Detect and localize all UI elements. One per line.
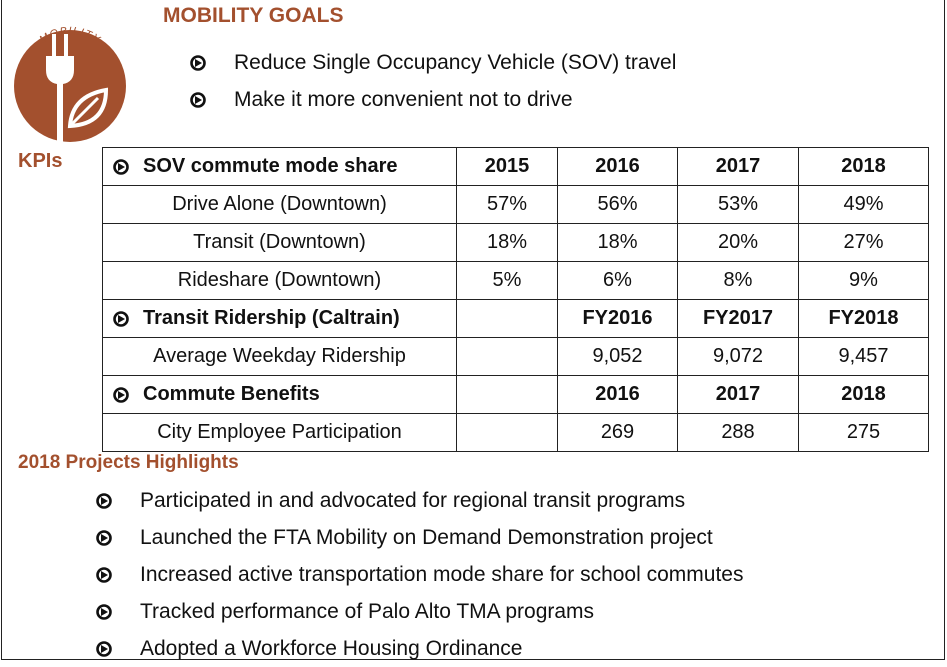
column-header: FY2018 bbox=[798, 299, 929, 338]
cell: 57% bbox=[456, 185, 558, 224]
cell: 53% bbox=[677, 185, 799, 224]
column-header: 2017 bbox=[677, 147, 799, 186]
row-label: Drive Alone (Downtown) bbox=[102, 185, 457, 224]
goals-title: MOBILITY GOALS bbox=[163, 4, 344, 27]
bullet bbox=[190, 54, 206, 71]
bullet bbox=[96, 529, 112, 546]
goals-list: Reduce Single Occupancy Vehicle (SOV) tr… bbox=[190, 44, 676, 118]
list-item: Tracked performance of Palo Alto TMA pro… bbox=[96, 593, 743, 630]
data-row: Drive Alone (Downtown) 57% 56% 53% 49% bbox=[102, 185, 929, 224]
bullet bbox=[96, 492, 112, 509]
item-text: Make it more convenient not to drive bbox=[234, 87, 573, 111]
column-header: 2015 bbox=[456, 147, 558, 186]
column-header: 2018 bbox=[798, 147, 929, 186]
cell: 9,072 bbox=[677, 337, 799, 376]
cell: 9% bbox=[798, 261, 929, 300]
cell: 6% bbox=[557, 261, 678, 300]
bullet bbox=[113, 158, 129, 175]
item-text: Launched the FTA Mobility on Demand Demo… bbox=[140, 525, 713, 549]
section-heading: SOV commute mode share bbox=[102, 147, 457, 186]
bullet bbox=[113, 310, 129, 327]
item-text: Increased active transportation mode sha… bbox=[140, 562, 744, 586]
empty-cell bbox=[456, 337, 558, 376]
column-header: 2016 bbox=[557, 147, 678, 186]
item-text: Adopted a Workforce Housing Ordinance bbox=[140, 636, 523, 660]
header-row: Commute Benefits 2016 2017 2018 bbox=[102, 375, 929, 414]
highlights-title: 2018 Projects Highlights bbox=[18, 452, 239, 473]
section-heading: Transit Ridership (Caltrain) bbox=[102, 299, 457, 338]
row-label: Rideshare (Downtown) bbox=[102, 261, 457, 300]
item-text: Reduce Single Occupancy Vehicle (SOV) tr… bbox=[234, 50, 677, 74]
list-item: Adopted a Workforce Housing Ordinance bbox=[96, 630, 743, 667]
row-label: Average Weekday Ridership bbox=[102, 337, 457, 376]
data-row: City Employee Participation 269 288 275 bbox=[102, 413, 929, 452]
cell: 56% bbox=[557, 185, 678, 224]
empty-cell bbox=[456, 375, 558, 414]
row-label: Transit (Downtown) bbox=[102, 223, 457, 262]
empty-cell bbox=[456, 299, 558, 338]
empty-cell bbox=[456, 413, 558, 452]
list-item: Make it more convenient not to drive bbox=[190, 81, 676, 118]
data-row: Rideshare (Downtown) 5% 6% 8% 9% bbox=[102, 261, 929, 300]
cell: 18% bbox=[557, 223, 678, 262]
data-row: Average Weekday Ridership 9,052 9,072 9,457 bbox=[102, 337, 929, 376]
header-row: Transit Ridership (Caltrain) FY2016 FY2017… bbox=[102, 299, 929, 338]
column-header: FY2017 bbox=[677, 299, 799, 338]
cell: 8% bbox=[677, 261, 799, 300]
list-item: Participated in and advocated for region… bbox=[96, 482, 743, 519]
data-row: Transit (Downtown) 18% 18% 20% 27% bbox=[102, 223, 929, 262]
cell: 5% bbox=[456, 261, 558, 300]
cell: 269 bbox=[557, 413, 678, 452]
cell: 18% bbox=[456, 223, 558, 262]
cell: 49% bbox=[798, 185, 929, 224]
cell: 20% bbox=[677, 223, 799, 262]
item-text: Participated in and advocated for region… bbox=[140, 488, 686, 512]
list-item: Launched the FTA Mobility on Demand Demo… bbox=[96, 519, 743, 556]
heading-text: Transit Ridership (Caltrain) bbox=[143, 307, 400, 329]
bullet bbox=[190, 91, 206, 108]
cell: 27% bbox=[798, 223, 929, 262]
kpi-table: SOV commute mode share 2015 2016 2017 2018 Dr… bbox=[102, 147, 929, 452]
cell: 9,457 bbox=[798, 337, 929, 376]
heading-text: Commute Benefits bbox=[143, 383, 320, 405]
heading-text: SOV commute mode share bbox=[143, 155, 398, 177]
bullet bbox=[96, 603, 112, 620]
list-item: Reduce Single Occupancy Vehicle (SOV) tr… bbox=[190, 44, 676, 81]
bullet bbox=[96, 566, 112, 583]
kpi-label: KPIs bbox=[18, 150, 63, 172]
column-header: FY2016 bbox=[557, 299, 678, 338]
column-header: 2016 bbox=[557, 375, 678, 414]
column-header: 2017 bbox=[677, 375, 799, 414]
mobility-icon: MOBILITY bbox=[14, 25, 126, 142]
section-heading: Commute Benefits bbox=[102, 375, 457, 414]
list-item: Increased active transportation mode sha… bbox=[96, 556, 743, 593]
header-row: SOV commute mode share 2015 2016 2017 2018 bbox=[102, 147, 929, 186]
bullet bbox=[113, 386, 129, 403]
cell: 9,052 bbox=[557, 337, 678, 376]
highlights-list: Participated in and advocated for region… bbox=[96, 482, 743, 667]
item-text: Tracked performance of Palo Alto TMA pro… bbox=[140, 599, 595, 623]
cell: 275 bbox=[798, 413, 929, 452]
column-header: 2018 bbox=[798, 375, 929, 414]
cell: 288 bbox=[677, 413, 799, 452]
row-label: City Employee Participation bbox=[102, 413, 457, 452]
